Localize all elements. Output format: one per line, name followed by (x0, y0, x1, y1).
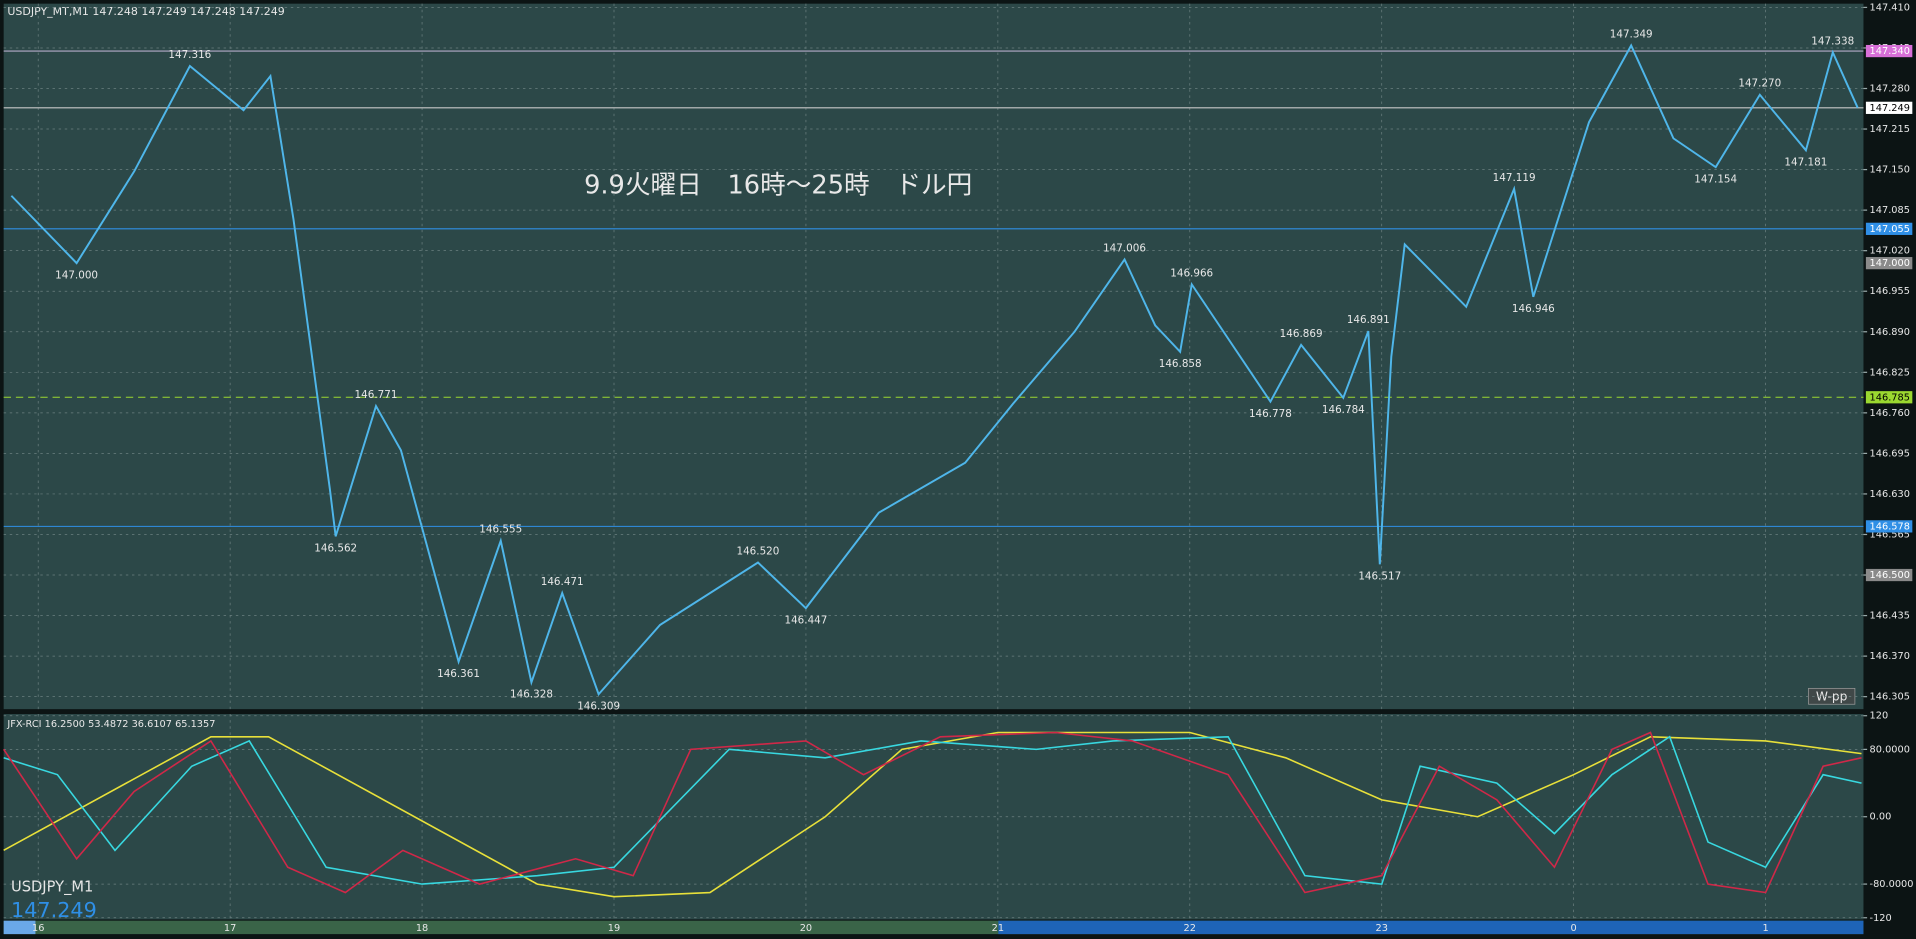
x-tick-label: 23 (1375, 923, 1387, 934)
y-tick-label: -120 (1870, 913, 1892, 924)
series-line (3, 731, 1862, 898)
series-line (3, 731, 1862, 894)
price-point-label: 147.181 (1784, 156, 1827, 168)
y-tick-label: 80.0000 (1870, 744, 1910, 755)
level-tag (1865, 568, 1913, 582)
y-tick-label: 146.760 (1870, 408, 1910, 419)
y-tick-label: 0.00 (1870, 812, 1892, 823)
rci-header: JFX-RCI 16.2500 53.4872 36.6107 65.1357 (6, 719, 215, 730)
price-point-label: 147.270 (1738, 78, 1781, 90)
x-tick-label: 17 (224, 923, 236, 934)
price-point-label: 146.771 (355, 389, 398, 401)
series-line (3, 735, 1862, 885)
y-tick-label: 146.890 (1870, 327, 1910, 338)
price-point-label: 147.119 (1493, 172, 1536, 184)
level-tag (1865, 257, 1913, 270)
price-point-label: 146.309 (577, 700, 620, 712)
price-point-label: 146.869 (1280, 328, 1323, 340)
y-tick-label: 146.955 (1870, 286, 1910, 297)
level-tag-label: 147.340 (1870, 46, 1910, 57)
price-point-label: 146.517 (1358, 571, 1401, 583)
price-point-label: 146.858 (1159, 358, 1202, 370)
y-tick-label: 147.150 (1870, 165, 1910, 176)
level-tag (1865, 44, 1913, 58)
time-strip-highlight (998, 920, 1864, 935)
level-tag-label: 146.785 (1870, 392, 1910, 403)
y-tick-label: 147.085 (1870, 205, 1910, 216)
time-strip-marker (3, 920, 36, 935)
y-tick-label: -80.0000 (1870, 879, 1914, 890)
price-point-label: 146.784 (1322, 404, 1365, 416)
y-tick-label: 147.020 (1870, 246, 1910, 257)
y-tick-label: 147.410 (1870, 2, 1910, 13)
x-tick-label: 1 (1762, 923, 1768, 934)
x-tick-label: 22 (1184, 923, 1196, 934)
price-point-label: 147.154 (1694, 173, 1737, 185)
price-point-label: 146.562 (314, 543, 357, 555)
y-tick-label: 146.695 (1870, 448, 1910, 459)
price-point-label: 146.471 (541, 576, 584, 588)
price-point-label: 146.891 (1347, 314, 1390, 326)
x-tick-label: 18 (416, 923, 428, 934)
price-point-label: 146.361 (437, 668, 480, 680)
price-point-label: 147.349 (1610, 28, 1653, 40)
price-label: 147.249 (11, 898, 97, 922)
level-tag-label: 146.578 (1870, 521, 1910, 532)
price-point-label: 146.447 (784, 614, 827, 626)
y-tick-label: 146.630 (1870, 489, 1910, 500)
level-tag-label: 147.000 (1870, 258, 1910, 269)
series-line (10, 43, 1859, 697)
annotation: 9.9火曜日 16時～25時 ドル円 (584, 170, 972, 200)
price-point-label: 147.316 (168, 49, 211, 61)
y-tick-label: 146.370 (1870, 651, 1910, 662)
x-tick-label: 16 (32, 923, 44, 934)
chart-header: USDJPY_MT,M1 147.248 147.249 147.248 147… (7, 5, 284, 18)
price-point-label: 147.000 (55, 269, 98, 281)
level-tag (1865, 391, 1913, 404)
x-tick-label: 0 (1571, 923, 1577, 934)
x-tick-label: 21 (992, 923, 1004, 934)
main-panel (3, 3, 1864, 710)
y-tick-label: 146.305 (1870, 692, 1910, 703)
y-tick-label: 147.215 (1870, 124, 1910, 135)
price-point-label: 146.966 (1170, 267, 1213, 279)
price-point-label: 146.555 (479, 524, 522, 536)
level-tag-label: 147.055 (1870, 224, 1910, 235)
price-point-label: 147.338 (1811, 35, 1854, 47)
y-tick-label: 120 (1870, 711, 1889, 722)
x-tick-label: 20 (800, 923, 812, 934)
price-point-label: 147.006 (1103, 242, 1146, 254)
y-tick-label: 146.435 (1870, 611, 1910, 622)
y-tick-label: 146.825 (1870, 367, 1910, 378)
price-point-label: 146.328 (510, 689, 553, 701)
symbol-label: USDJPY_M1 (11, 879, 93, 896)
level-tag-label: 147.249 (1870, 103, 1910, 114)
price-point-label: 146.778 (1249, 408, 1292, 420)
price-point-label: 146.946 (1512, 303, 1555, 315)
level-tag-label: 146.500 (1870, 570, 1910, 581)
level-tag (1865, 101, 1913, 114)
level-tag (1865, 520, 1913, 533)
y-tick-label: 147.280 (1870, 83, 1910, 94)
price-point-label: 146.520 (736, 546, 779, 558)
x-tick-label: 19 (608, 923, 620, 934)
level-tag (1865, 222, 1913, 235)
y-tick-label: 146.565 (1870, 529, 1910, 540)
